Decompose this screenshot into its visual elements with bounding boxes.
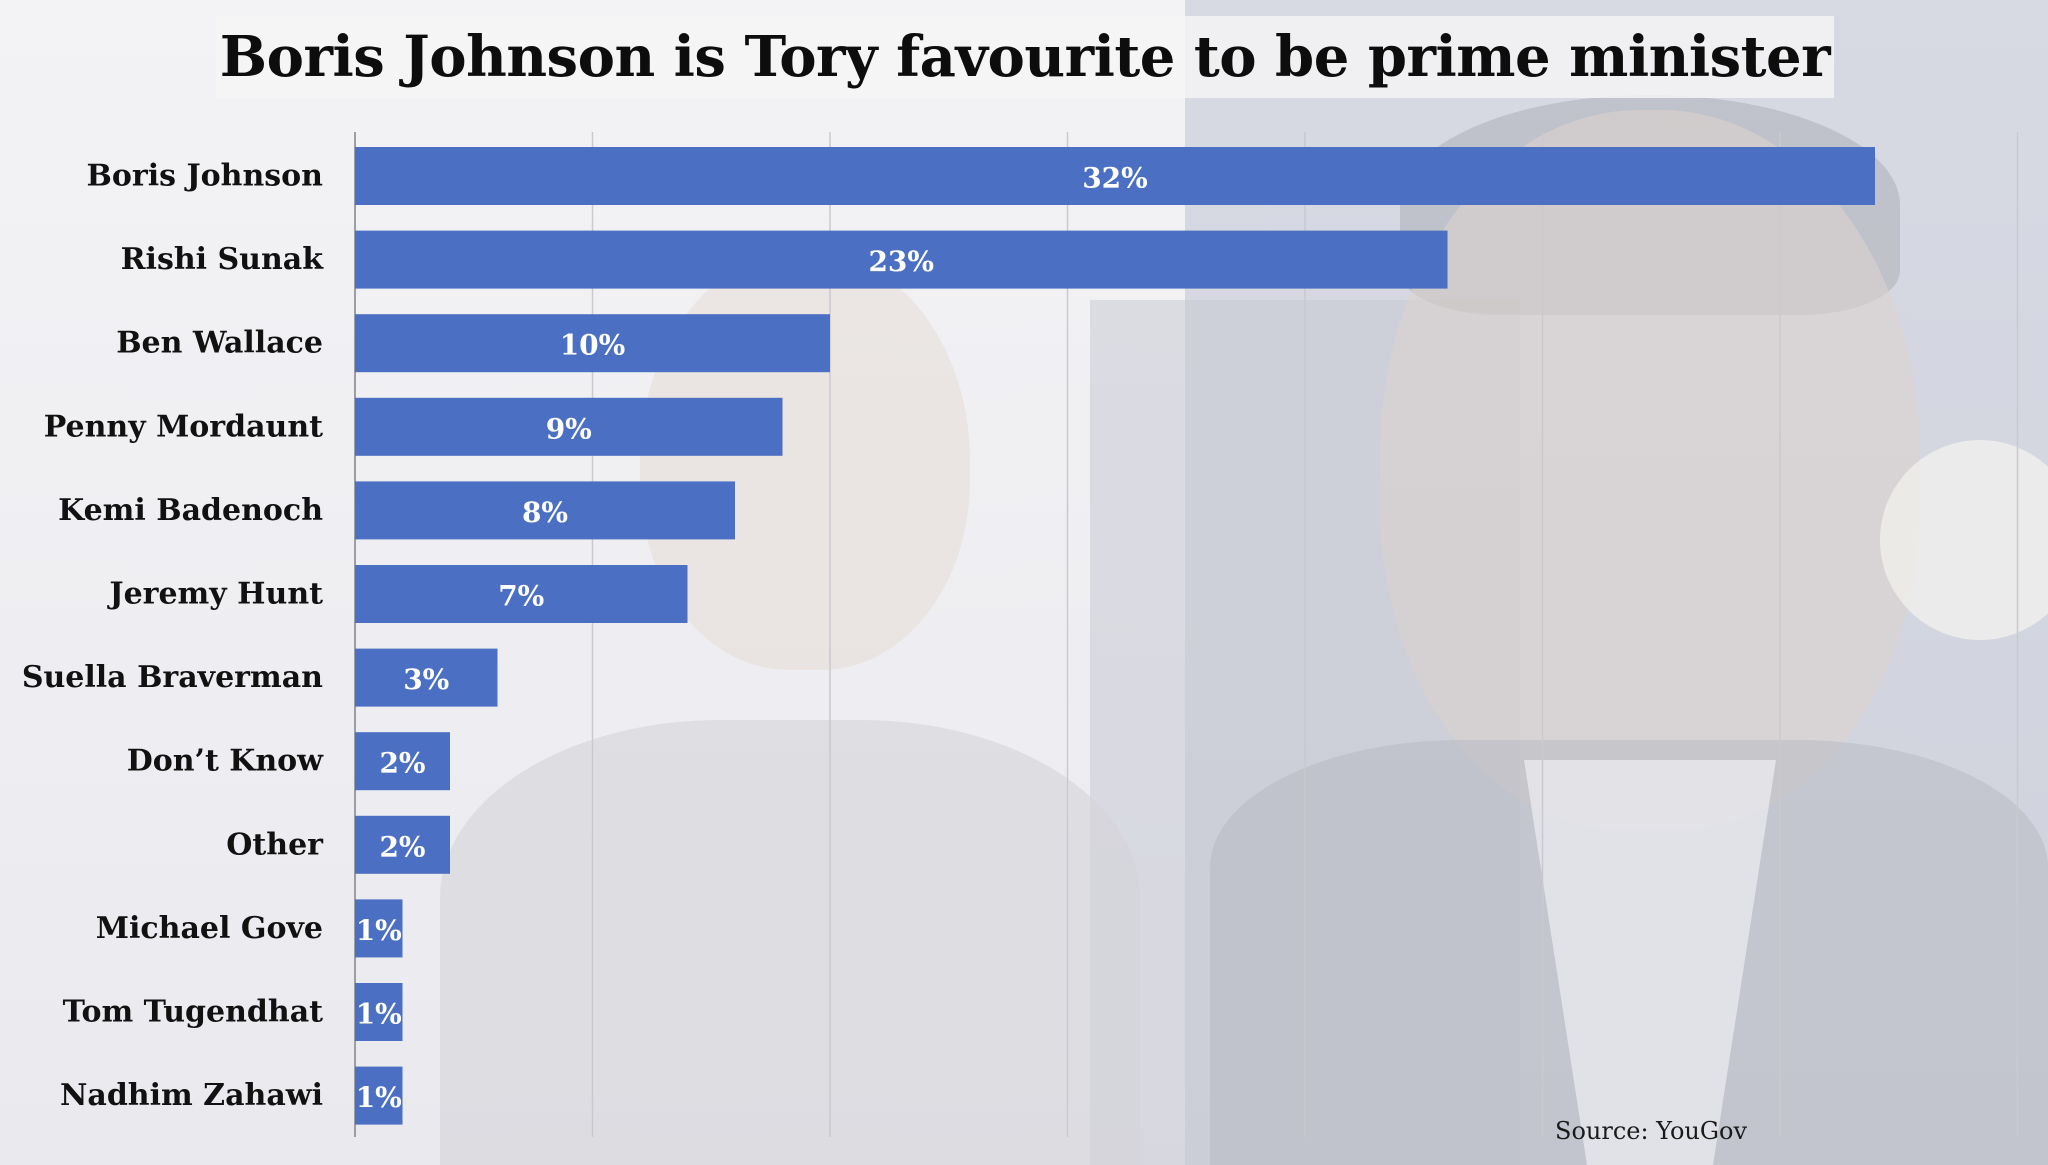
data-label: 23% <box>868 245 934 278</box>
data-label: 1% <box>356 914 402 947</box>
category-label: Jeremy Hunt <box>106 577 323 612</box>
background-person-left-body <box>440 720 1140 1165</box>
data-label: 1% <box>356 1081 402 1114</box>
bar-11 <box>355 1066 403 1125</box>
category-label: Don’t Know <box>127 744 324 779</box>
data-label: 9% <box>546 412 592 445</box>
data-label: 8% <box>522 496 568 529</box>
category-label: Ben Wallace <box>116 326 323 361</box>
background-flower <box>1880 440 2048 640</box>
bar-9 <box>355 899 403 958</box>
background-person-right-head <box>1380 110 1920 830</box>
title-box: Boris Johnson is Tory favourite to be pr… <box>216 16 1834 98</box>
bar-1 <box>355 230 1448 289</box>
data-label: 7% <box>498 580 544 613</box>
data-label: 3% <box>403 663 449 696</box>
bar-6 <box>355 648 498 707</box>
category-label: Tom Tugendhat <box>63 995 324 1030</box>
bar-4 <box>355 481 735 540</box>
bar-3 <box>355 397 783 456</box>
data-label: 10% <box>560 329 626 362</box>
category-label: Suella Braverman <box>22 660 323 695</box>
bar-8 <box>355 815 450 874</box>
data-label: 32% <box>1082 162 1148 195</box>
chart-title: Boris Johnson is Tory favourite to be pr… <box>219 24 1831 90</box>
bar-0 <box>355 147 1875 205</box>
category-label: Kemi Badenoch <box>58 493 323 528</box>
gridlines <box>354 132 2019 1137</box>
data-label: 2% <box>379 830 425 863</box>
category-label: Boris Johnson <box>87 159 324 194</box>
category-labels: Boris Johnson Rishi Sunak Ben Wallace Penny… <box>22 159 324 1114</box>
value-labels: 32% 23% 10% 9% 8% 7% 3% 2% 2% 1% 1% 1% <box>356 162 1148 1115</box>
category-label: Other <box>226 827 324 862</box>
bar-7 <box>355 732 450 791</box>
bar-10 <box>355 983 403 1041</box>
category-label: Penny Mordaunt <box>44 409 323 444</box>
bar-5 <box>355 565 688 623</box>
category-label: Rishi Sunak <box>121 242 325 277</box>
category-label: Nadhim Zahawi <box>60 1078 323 1113</box>
data-label: 1% <box>356 998 402 1031</box>
bar-2 <box>355 314 830 373</box>
bars <box>355 147 1875 1125</box>
category-label: Michael Gove <box>96 911 323 946</box>
source-note: Source: YouGov <box>1555 1117 1748 1145</box>
data-label: 2% <box>379 747 425 780</box>
